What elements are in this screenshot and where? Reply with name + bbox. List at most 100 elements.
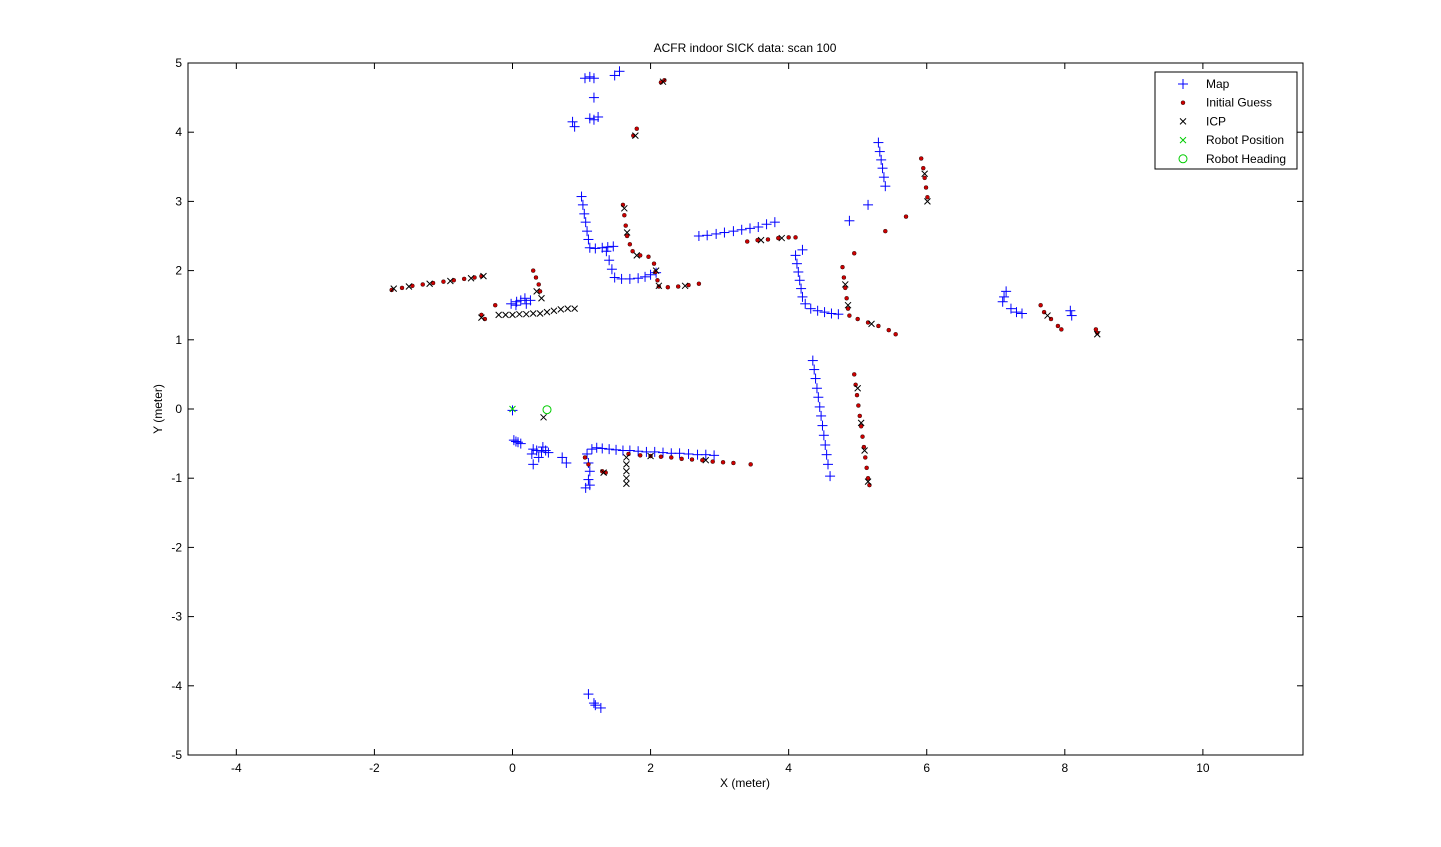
icp-point: [571, 305, 578, 313]
map-point: [793, 266, 804, 277]
initial-guess-point: [630, 249, 635, 254]
initial-guess-point: [451, 278, 457, 283]
initial-guess-point: [860, 434, 865, 439]
icp-point: [647, 452, 654, 460]
initial-guess-point: [852, 372, 857, 377]
initial-guess-point: [696, 281, 702, 286]
map-point: [769, 217, 780, 228]
x-axis: -4 -2 0 2 4 6 8 10: [231, 63, 1210, 775]
map-point: [711, 228, 722, 239]
initial-guess-point: [841, 275, 847, 280]
map-point: [633, 273, 644, 284]
map-point: [591, 442, 602, 453]
legend: Map Initial Guess ICP Robot Position Robot H…: [1154, 71, 1298, 170]
initial-guess-point: [689, 457, 695, 462]
map-point: [645, 269, 656, 280]
initial-guess-point: [886, 327, 891, 333]
map-point: [878, 172, 889, 183]
icp-point: [536, 310, 544, 317]
initial-guess-point: [410, 283, 415, 289]
initial-guess-point: [854, 392, 860, 398]
map-point: [693, 231, 704, 241]
icp-point: [623, 480, 630, 488]
map-point: [1005, 303, 1016, 314]
initial-guess-point: [855, 316, 860, 322]
map-point: [844, 215, 855, 226]
map-point: [657, 447, 668, 458]
map-point: [728, 226, 739, 237]
series-icp: [390, 78, 1101, 488]
initial-guess-point: [675, 284, 681, 289]
map-point: [809, 364, 820, 375]
icp-point: [857, 419, 865, 427]
icp-point: [533, 288, 541, 295]
legend-marker-robot-heading: [1178, 154, 1188, 164]
legend-label-initial-guess: Initial Guess: [1206, 96, 1272, 110]
legend-label-icp: ICP: [1206, 114, 1226, 128]
icp-point: [480, 272, 487, 280]
map-point: [526, 448, 537, 459]
map-point: [584, 71, 595, 82]
map-point: [533, 452, 544, 463]
initial-guess-point: [638, 253, 643, 258]
map-point: [590, 700, 601, 711]
initial-guess-point: [858, 424, 864, 429]
initial-guess-point: [537, 289, 543, 294]
icp-point: [516, 310, 523, 318]
map-point: [1017, 308, 1028, 319]
map-point: [826, 308, 837, 319]
map-point: [611, 444, 622, 455]
series-robot-heading: [542, 405, 552, 415]
map-point: [791, 258, 802, 269]
initial-guess-point: [1055, 323, 1061, 329]
map-point: [583, 689, 594, 700]
map-point: [753, 222, 764, 233]
map-point: [584, 480, 595, 491]
map-point: [588, 698, 599, 709]
map-point: [810, 373, 821, 384]
initial-guess-point: [686, 282, 691, 288]
y-tick-label: -3: [171, 610, 182, 624]
initial-guess-point: [582, 455, 588, 460]
initial-guess-point: [700, 458, 705, 463]
x-tick-label: 0: [509, 761, 516, 775]
icp-point: [540, 413, 547, 421]
icp-point: [495, 311, 503, 319]
map-point: [817, 420, 828, 431]
map-point: [813, 392, 824, 403]
icp-point: [681, 282, 689, 290]
initial-guess-point: [472, 275, 477, 280]
icp-point: [868, 320, 875, 328]
initial-guess-point: [441, 279, 446, 284]
map-point: [601, 246, 612, 257]
initial-guess-point: [623, 223, 628, 228]
initial-guess-point: [919, 156, 924, 161]
map-point: [609, 272, 620, 283]
legend-marker-robot-position: [1179, 136, 1187, 144]
initial-guess-point: [655, 278, 660, 283]
initial-guess-point: [665, 285, 671, 290]
icp-point: [467, 274, 475, 282]
initial-guess-point: [399, 285, 405, 291]
plot-area: [187, 62, 1304, 756]
icp-point: [522, 310, 530, 318]
map-point: [796, 283, 807, 294]
icp-point: [633, 252, 641, 259]
initial-guess-point: [420, 282, 425, 287]
y-tick-label: -1: [171, 471, 182, 485]
map-point: [537, 442, 548, 453]
map-point: [569, 121, 580, 132]
map-point: [584, 242, 595, 253]
map-point: [506, 298, 517, 309]
initial-guess-point: [755, 237, 760, 243]
icp-point: [623, 467, 630, 475]
map-point: [876, 154, 887, 165]
x-tick-label: -2: [369, 761, 380, 775]
initial-guess-point: [745, 239, 750, 244]
x-tick-label: 6: [923, 761, 930, 775]
initial-guess-point: [844, 296, 849, 301]
map-point: [797, 291, 808, 302]
initial-guess-point: [883, 228, 888, 234]
icp-point: [702, 456, 710, 464]
map-point: [790, 250, 801, 261]
